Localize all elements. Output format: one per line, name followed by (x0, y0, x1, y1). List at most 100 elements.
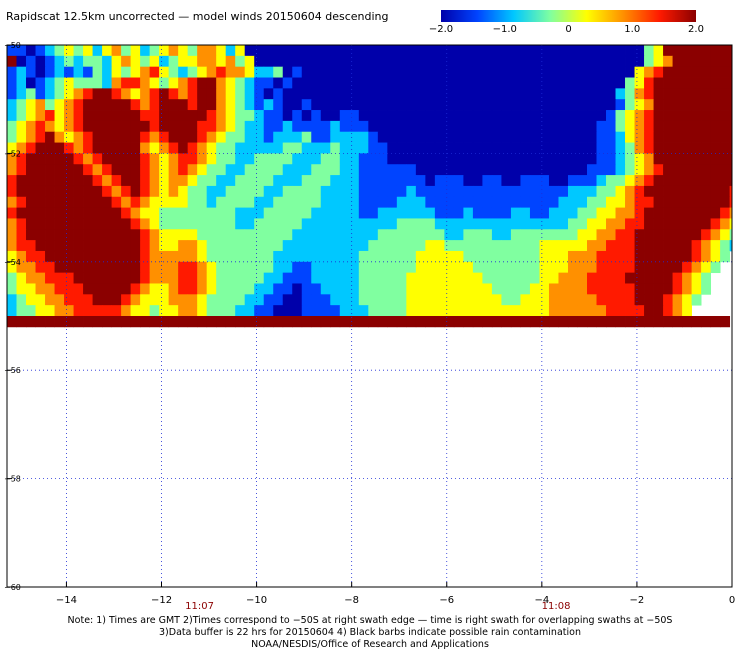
data-cell (663, 185, 673, 198)
data-cell (83, 110, 93, 122)
data-cell (339, 99, 350, 111)
data-cell (529, 164, 540, 176)
data-cell (710, 240, 721, 252)
data-cell (140, 99, 151, 111)
data-cell (225, 45, 236, 57)
data-cell (130, 283, 141, 295)
data-cell (510, 153, 521, 165)
data-cell (653, 110, 664, 122)
data-cell (121, 153, 132, 165)
data-cell (520, 110, 531, 122)
data-cell (102, 142, 112, 154)
data-cell (596, 283, 607, 295)
data-cell (472, 272, 483, 284)
data-cell (387, 250, 398, 263)
data-cell (216, 218, 227, 230)
data-cell (225, 110, 236, 122)
data-cell (472, 185, 483, 198)
data-cell (83, 305, 93, 317)
data-cell (311, 316, 322, 328)
data-cell (663, 77, 673, 89)
data-cell (415, 185, 426, 198)
data-cell (491, 99, 502, 111)
data-cell (453, 131, 464, 143)
data-cell (558, 99, 569, 111)
data-cell (644, 229, 654, 241)
data-cell (83, 240, 93, 252)
time-label: 11:08 (542, 601, 571, 612)
data-cell (567, 294, 578, 306)
data-cell (330, 283, 341, 295)
data-cell (254, 164, 265, 176)
data-cell (463, 294, 474, 306)
data-cell (92, 45, 103, 57)
x-tick-label: −12 (151, 595, 172, 606)
data-cell (168, 142, 179, 154)
data-cell (140, 77, 151, 89)
data-cell (83, 218, 93, 230)
data-cell (463, 77, 474, 89)
data-cell (235, 164, 246, 176)
data-cell (301, 185, 312, 198)
data-cell (330, 77, 341, 89)
data-cell (64, 185, 74, 198)
data-cell (577, 185, 588, 198)
data-cell (501, 283, 512, 295)
data-cell (130, 77, 141, 89)
data-cell (339, 316, 350, 328)
data-cell (178, 120, 189, 133)
data-cell (615, 283, 626, 295)
data-cell (396, 110, 407, 122)
data-cell (121, 131, 132, 143)
data-cell (140, 164, 151, 176)
data-cell (729, 120, 733, 133)
data-cell (377, 218, 388, 230)
data-cell (282, 110, 293, 122)
data-cell (168, 294, 179, 306)
data-cell (567, 99, 578, 111)
data-cell (301, 261, 312, 274)
data-cell (729, 142, 733, 154)
data-cell (320, 131, 331, 143)
data-cell (529, 240, 540, 252)
data-cell (349, 196, 360, 208)
data-cell (349, 164, 360, 176)
data-cell (520, 66, 531, 78)
x-tick-label: −8 (344, 595, 359, 606)
data-cell (64, 131, 74, 143)
data-cell (187, 110, 198, 122)
data-cell (349, 153, 360, 165)
data-cell (35, 110, 46, 122)
data-cell (45, 261, 55, 274)
data-cell (577, 45, 588, 57)
data-cell (349, 88, 360, 100)
data-cell (92, 196, 103, 208)
data-cell (701, 120, 712, 133)
data-cell (682, 229, 692, 241)
data-cell (453, 77, 464, 89)
data-cell (64, 142, 74, 154)
x-tick-label: −14 (56, 595, 77, 606)
data-cell (634, 240, 645, 252)
data-cell (425, 164, 436, 176)
data-cell (35, 316, 46, 328)
data-cell (444, 110, 455, 122)
data-cell (349, 99, 360, 111)
data-cell (520, 185, 531, 198)
data-cell (377, 110, 388, 122)
data-cell (159, 55, 170, 68)
data-cell (282, 175, 293, 187)
data-cell (501, 207, 512, 219)
data-cell (415, 250, 426, 263)
data-cell (83, 77, 93, 89)
data-cell (615, 196, 626, 208)
data-cell (444, 305, 455, 317)
data-cell (282, 66, 293, 78)
data-cell (121, 120, 132, 133)
data-cell (710, 77, 721, 89)
data-cell (520, 283, 531, 295)
data-cell (606, 55, 616, 68)
data-cell (92, 55, 103, 68)
data-cell (187, 99, 198, 111)
data-cell (377, 142, 388, 154)
